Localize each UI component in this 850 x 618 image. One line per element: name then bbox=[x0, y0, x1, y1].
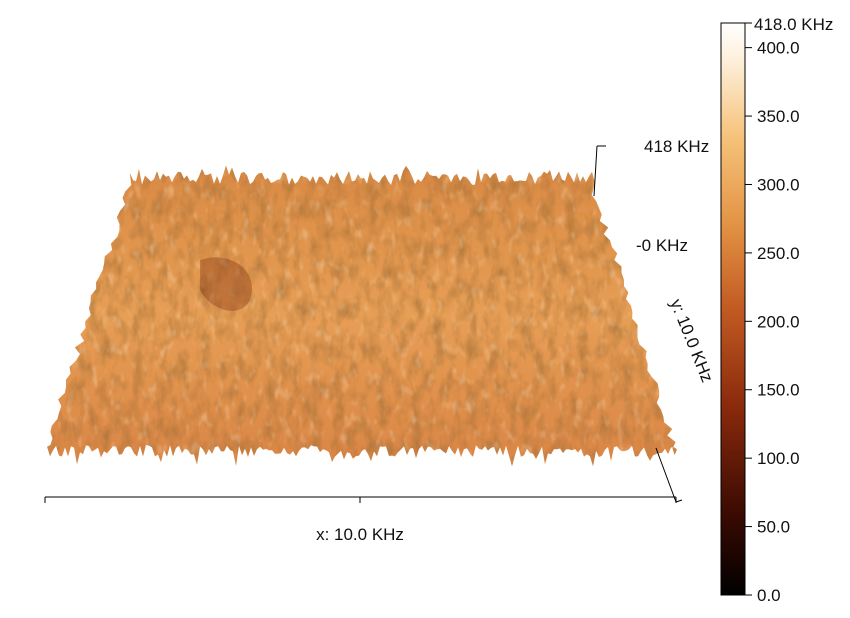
colorbar-tick-label: 250.0 bbox=[757, 244, 800, 263]
x-axis: x: 10.0 KHz bbox=[45, 497, 676, 544]
colorbar-tick-label: 0.0 bbox=[757, 586, 781, 605]
colorbar-tick-label: 350.0 bbox=[757, 107, 800, 126]
colorbar-tick-label: 200.0 bbox=[757, 312, 800, 331]
colorbar-tick-label: 300.0 bbox=[757, 175, 800, 194]
colorbar: 418.0 KHz 400.0 350.0 300.0 250.0 200.0 150.0… bbox=[721, 15, 833, 605]
y-axis-label: y: 10.0 KHz bbox=[666, 296, 717, 385]
y-axis: y: 10.0 KHz bbox=[656, 296, 717, 502]
z-max-label: 418 KHz bbox=[644, 137, 709, 156]
z-scale-bracket: 418 KHz -0 KHz bbox=[594, 137, 709, 255]
colorbar-ticks: 400.0 350.0 300.0 250.0 200.0 150.0 100.0 50.0 0… bbox=[745, 39, 800, 605]
colorbar-gradient bbox=[721, 23, 745, 595]
colorbar-tick-label: 150.0 bbox=[757, 381, 800, 400]
colorbar-tick-label: 50.0 bbox=[757, 518, 790, 537]
z-min-label: -0 KHz bbox=[636, 236, 688, 255]
colorbar-tick-label: 400.0 bbox=[757, 39, 800, 58]
x-axis-label: x: 10.0 KHz bbox=[316, 525, 404, 544]
colorbar-tick-label: 100.0 bbox=[757, 449, 800, 468]
surface-3d bbox=[47, 165, 677, 466]
colorbar-max-label: 418.0 KHz bbox=[754, 15, 833, 34]
surface-highlights bbox=[47, 165, 677, 466]
